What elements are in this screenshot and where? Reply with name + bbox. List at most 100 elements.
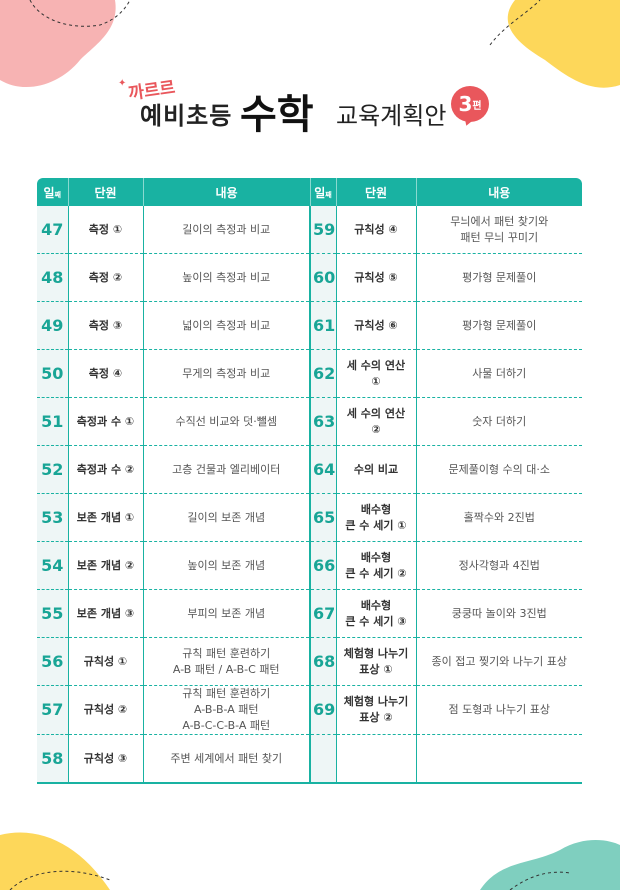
cell-day: 49 — [37, 301, 68, 350]
cell-day: 61 — [309, 301, 336, 350]
header-unit: 단원 — [67, 178, 143, 206]
cell-unit: 배수형 큰 수 세기 ① — [335, 493, 416, 542]
cell-day: 52 — [37, 445, 68, 494]
cell-unit: 세 수의 연산 ① — [335, 349, 416, 398]
cell-content: 주변 세계에서 패턴 찾기 — [142, 734, 310, 784]
cell-unit: 측정 ③ — [67, 301, 143, 350]
curriculum-table: 일째 단원 내용 일째 단원 내용 47 측정 ① 길이의 측정과 비교 59 규칙성 … — [37, 178, 582, 784]
table-row: 57 규칙성 ② 규칙 패턴 훈련하기 A-B-B-A 패턴 A-B-C-C-B-A 패… — [37, 685, 582, 735]
cell-content: 넓이의 측정과 비교 — [142, 301, 310, 350]
cell-day: 54 — [37, 541, 68, 590]
table-row: 51 측정과 수 ① 수직선 비교와 덧·뺄셈 63 세 수의 연산 ② 숫자 더하기 — [37, 397, 582, 446]
cell-unit: 규칙성 ① — [67, 637, 143, 686]
cell-day: 57 — [37, 685, 68, 735]
cell-content: 높이의 보존 개념 — [142, 541, 310, 590]
cell-unit: 규칙성 ③ — [67, 734, 143, 784]
table-row: 47 측정 ① 길이의 측정과 비교 59 규칙성 ④ 무늬에서 패턴 찾기와 패턴 무늬 … — [37, 206, 582, 254]
cell-content: 규칙 패턴 훈련하기 A-B 패턴 / A-B-C 패턴 — [142, 637, 310, 686]
title-yebi: 예비초등 — [140, 102, 233, 130]
cell-day: 65 — [309, 493, 336, 542]
cell-unit: 측정과 수 ② — [67, 445, 143, 494]
cell-day: 58 — [37, 734, 68, 784]
decorative-blob-top-left — [0, 0, 131, 88]
cell-content: 홀짝수와 2진법 — [415, 493, 582, 542]
cell-unit: 규칙성 ⑥ — [335, 301, 416, 350]
cell-content: 길이의 보존 개념 — [142, 493, 310, 542]
decorative-blob-bottom-right — [480, 840, 620, 890]
header-content: 내용 — [415, 178, 582, 206]
cell-unit: 배수형 큰 수 세기 ② — [335, 541, 416, 590]
header-content: 내용 — [142, 178, 310, 206]
cell-day: 62 — [309, 349, 336, 398]
cell-day: 63 — [309, 397, 336, 446]
cell-unit: 보존 개념 ③ — [67, 589, 143, 638]
table-row: 52 측정과 수 ② 고층 건물과 엘리베이터 64 수의 비교 문제풀이형 수의 대·소 — [37, 445, 582, 494]
cell-content: 평가형 문제풀이 — [415, 253, 582, 302]
cell-day — [309, 734, 336, 784]
table-row: 49 측정 ③ 넓이의 측정과 비교 61 규칙성 ⑥ 평가형 문제풀이 — [37, 301, 582, 350]
header-day: 일째 — [37, 178, 68, 206]
cell-unit: 보존 개념 ② — [67, 541, 143, 590]
cell-day: 69 — [309, 685, 336, 735]
table-row: 48 측정 ② 높이의 측정과 비교 60 규칙성 ⑤ 평가형 문제풀이 — [37, 253, 582, 302]
cell-content: 쿵쿵따 놀이와 3진법 — [415, 589, 582, 638]
table-row: 56 규칙성 ① 규칙 패턴 훈련하기 A-B 패턴 / A-B-C 패턴 68 체험형 … — [37, 637, 582, 686]
cell-content: 사물 더하기 — [415, 349, 582, 398]
table-header: 일째 단원 내용 일째 단원 내용 — [37, 178, 582, 206]
cell-unit: 배수형 큰 수 세기 ③ — [335, 589, 416, 638]
cell-content: 문제풀이형 수의 대·소 — [415, 445, 582, 494]
cell-day: 59 — [309, 206, 336, 254]
cell-unit: 규칙성 ⑤ — [335, 253, 416, 302]
cell-content: 종이 접고 찢기와 나누기 표상 — [415, 637, 582, 686]
decorative-blob-top-right — [489, 0, 620, 88]
cell-content: 고층 건물과 엘리베이터 — [142, 445, 310, 494]
cell-content: 규칙 패턴 훈련하기 A-B-B-A 패턴 A-B-C-C-B-A 패턴 — [142, 685, 310, 735]
cell-day: 66 — [309, 541, 336, 590]
cell-content: 길이의 측정과 비교 — [142, 206, 310, 254]
decorative-blob-bottom-left — [0, 832, 111, 890]
title-plan: 교육계획안 — [336, 102, 447, 130]
spark-icon: ✦ — [118, 78, 127, 89]
cell-unit: 체험형 나누기 표상 ② — [335, 685, 416, 735]
cell-day: 68 — [309, 637, 336, 686]
table-row: 50 측정 ④ 무게의 측정과 비교 62 세 수의 연산 ① 사물 더하기 — [37, 349, 582, 398]
cell-unit: 보존 개념 ① — [67, 493, 143, 542]
cell-content: 숫자 더하기 — [415, 397, 582, 446]
cell-day: 67 — [309, 589, 336, 638]
cell-content: 정사각형과 4진법 — [415, 541, 582, 590]
cell-day: 55 — [37, 589, 68, 638]
cell-content: 평가형 문제풀이 — [415, 301, 582, 350]
cell-unit: 측정과 수 ① — [67, 397, 143, 446]
cell-unit: 측정 ① — [67, 206, 143, 254]
cell-day: 56 — [37, 637, 68, 686]
cell-unit — [335, 734, 416, 784]
cell-unit: 체험형 나누기 표상 ① — [335, 637, 416, 686]
cell-day: 48 — [37, 253, 68, 302]
cell-day: 51 — [37, 397, 68, 446]
cell-day: 50 — [37, 349, 68, 398]
header-day: 일째 — [309, 178, 336, 206]
table-row: 54 보존 개념 ② 높이의 보존 개념 66 배수형 큰 수 세기 ② 정사각형과 4진법 — [37, 541, 582, 590]
cell-day: 47 — [37, 206, 68, 254]
cell-content: 수직선 비교와 덧·뺄셈 — [142, 397, 310, 446]
cell-content: 부피의 보존 개념 — [142, 589, 310, 638]
cell-day: 60 — [309, 253, 336, 302]
cell-unit: 수의 비교 — [335, 445, 416, 494]
table-row: 58 규칙성 ③ 주변 세계에서 패턴 찾기 — [37, 734, 582, 784]
header-unit: 단원 — [335, 178, 416, 206]
cell-unit: 규칙성 ④ — [335, 206, 416, 254]
cell-day: 53 — [37, 493, 68, 542]
cell-content: 무늬에서 패턴 찾기와 패턴 무늬 꾸미기 — [415, 206, 582, 254]
cell-unit: 측정 ④ — [67, 349, 143, 398]
table-row: 53 보존 개념 ① 길이의 보존 개념 65 배수형 큰 수 세기 ① 홀짝수와 2진법 — [37, 493, 582, 542]
cell-unit: 규칙성 ② — [67, 685, 143, 735]
cell-unit: 세 수의 연산 ② — [335, 397, 416, 446]
title-suhak: 수학 — [240, 92, 314, 138]
table-row: 55 보존 개념 ③ 부피의 보존 개념 67 배수형 큰 수 세기 ③ 쿵쿵따 놀이와 3… — [37, 589, 582, 638]
cell-day: 64 — [309, 445, 336, 494]
cell-unit: 측정 ② — [67, 253, 143, 302]
cell-content: 무게의 측정과 비교 — [142, 349, 310, 398]
cell-content: 점 도형과 나누기 표상 — [415, 685, 582, 735]
cell-content — [415, 734, 582, 784]
